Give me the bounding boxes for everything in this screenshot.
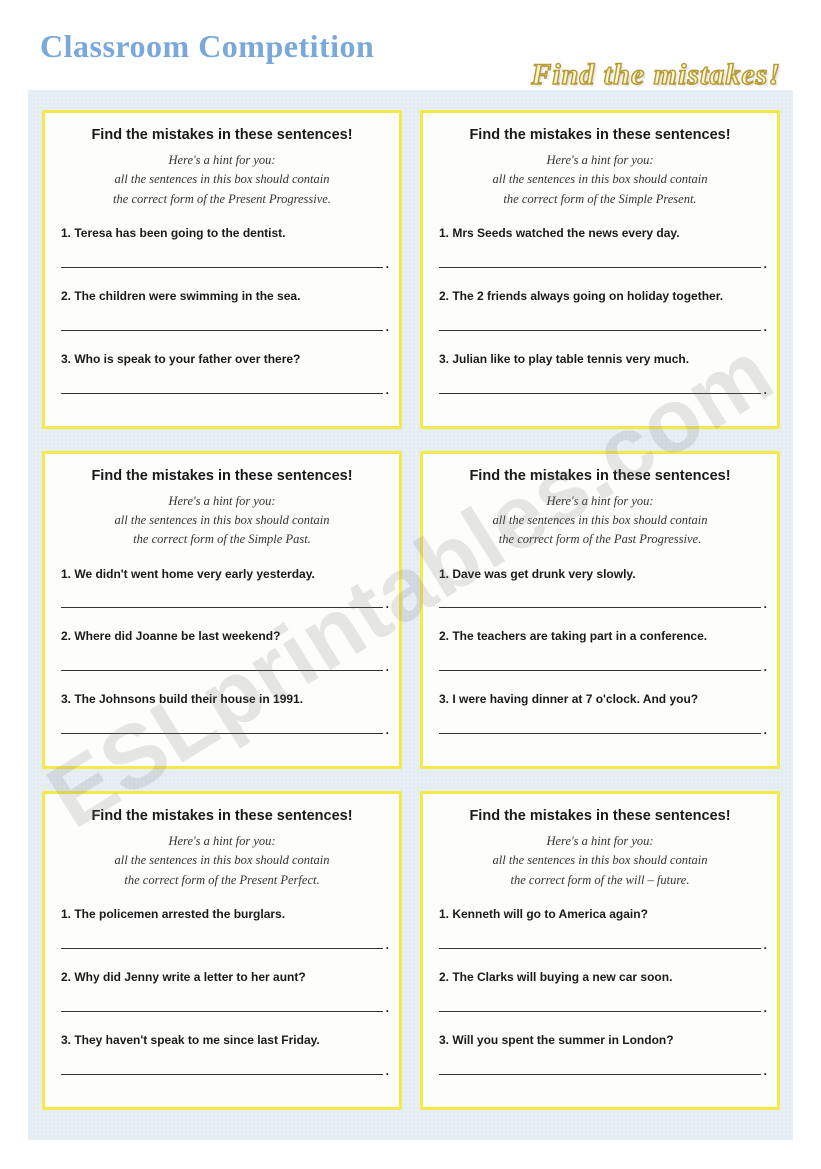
page-title-left: Classroom Competition (40, 28, 374, 65)
question-1: 1. Kenneth will go to America again? (439, 906, 761, 923)
answer-blank[interactable] (61, 649, 383, 671)
answer-blank[interactable] (61, 1053, 383, 1075)
question-2: 2. Why did Jenny write a letter to her a… (61, 969, 383, 986)
hint-line: the correct form of the Simple Past. (133, 532, 311, 546)
question-3: 3. I were having dinner at 7 o'clock. An… (439, 691, 761, 708)
question-3: 3. They haven't speak to me since last F… (61, 1032, 383, 1049)
question-1: 1. We didn't went home very early yester… (61, 566, 383, 583)
answer-blank[interactable] (61, 712, 383, 734)
hint-line: Here's a hint for you: (546, 494, 653, 508)
question-2: 2. The children were swimming in the sea… (61, 288, 383, 305)
card-hint: Here's a hint for you: all the sentences… (439, 492, 761, 550)
answer-blank[interactable] (439, 372, 761, 394)
answer-blank[interactable] (439, 246, 761, 268)
hint-line: Here's a hint for you: (546, 153, 653, 167)
answer-blank[interactable] (439, 712, 761, 734)
hint-line: Here's a hint for you: (168, 834, 275, 848)
answer-blank[interactable] (439, 309, 761, 331)
card-present-perfect: Find the mistakes in these sentences! He… (42, 791, 402, 1110)
page-title-right: Find the mistakes! (531, 58, 781, 92)
answer-blank[interactable] (61, 990, 383, 1012)
card-simple-present: Find the mistakes in these sentences! He… (420, 110, 780, 429)
card-will-future: Find the mistakes in these sentences! He… (420, 791, 780, 1110)
answer-blank[interactable] (439, 927, 761, 949)
question-3: 3. The Johnsons build their house in 199… (61, 691, 383, 708)
card-hint: Here's a hint for you: all the sentences… (61, 492, 383, 550)
question-3: 3. Who is speak to your father over ther… (61, 351, 383, 368)
answer-blank[interactable] (439, 990, 761, 1012)
card-hint: Here's a hint for you: all the sentences… (61, 151, 383, 209)
card-simple-past: Find the mistakes in these sentences! He… (42, 451, 402, 770)
question-1: 1. The policemen arrested the burglars. (61, 906, 383, 923)
hint-line: all the sentences in this box should con… (493, 513, 708, 527)
answer-blank[interactable] (439, 649, 761, 671)
card-past-progressive: Find the mistakes in these sentences! He… (420, 451, 780, 770)
hint-line: the correct form of the Simple Present. (503, 192, 696, 206)
question-3: 3. Julian like to play table tennis very… (439, 351, 761, 368)
hint-line: the correct form of the Present Perfect. (124, 873, 319, 887)
answer-blank[interactable] (61, 246, 383, 268)
question-1: 1. Dave was get drunk very slowly. (439, 566, 761, 583)
card-title: Find the mistakes in these sentences! (439, 468, 761, 484)
answer-blank[interactable] (61, 586, 383, 608)
hint-line: the correct form of the Past Progressive… (499, 532, 701, 546)
question-2: 2. Where did Joanne be last weekend? (61, 628, 383, 645)
hint-line: Here's a hint for you: (546, 834, 653, 848)
hint-line: all the sentences in this box should con… (115, 172, 330, 186)
hint-line: all the sentences in this box should con… (115, 513, 330, 527)
card-title: Find the mistakes in these sentences! (61, 808, 383, 824)
card-title: Find the mistakes in these sentences! (61, 468, 383, 484)
question-2: 2. The Clarks will buying a new car soon… (439, 969, 761, 986)
answer-blank[interactable] (61, 309, 383, 331)
answer-blank[interactable] (439, 586, 761, 608)
question-2: 2. The 2 friends always going on holiday… (439, 288, 761, 305)
card-hint: Here's a hint for you: all the sentences… (61, 832, 383, 890)
worksheet-grid: Find the mistakes in these sentences! He… (42, 110, 780, 1110)
answer-blank[interactable] (61, 372, 383, 394)
hint-line: Here's a hint for you: (168, 153, 275, 167)
card-hint: Here's a hint for you: all the sentences… (439, 832, 761, 890)
question-1: 1. Mrs Seeds watched the news every day. (439, 225, 761, 242)
hint-line: Here's a hint for you: (168, 494, 275, 508)
card-title: Find the mistakes in these sentences! (439, 127, 761, 143)
hint-line: all the sentences in this box should con… (493, 853, 708, 867)
question-1: 1. Teresa has been going to the dentist. (61, 225, 383, 242)
hint-line: all the sentences in this box should con… (115, 853, 330, 867)
card-present-progressive: Find the mistakes in these sentences! He… (42, 110, 402, 429)
hint-line: all the sentences in this box should con… (493, 172, 708, 186)
card-title: Find the mistakes in these sentences! (439, 808, 761, 824)
question-2: 2. The teachers are taking part in a con… (439, 628, 761, 645)
card-title: Find the mistakes in these sentences! (61, 127, 383, 143)
answer-blank[interactable] (439, 1053, 761, 1075)
answer-blank[interactable] (61, 927, 383, 949)
card-hint: Here's a hint for you: all the sentences… (439, 151, 761, 209)
hint-line: the correct form of the will – future. (511, 873, 690, 887)
hint-line: the correct form of the Present Progress… (113, 192, 331, 206)
question-3: 3. Will you spent the summer in London? (439, 1032, 761, 1049)
